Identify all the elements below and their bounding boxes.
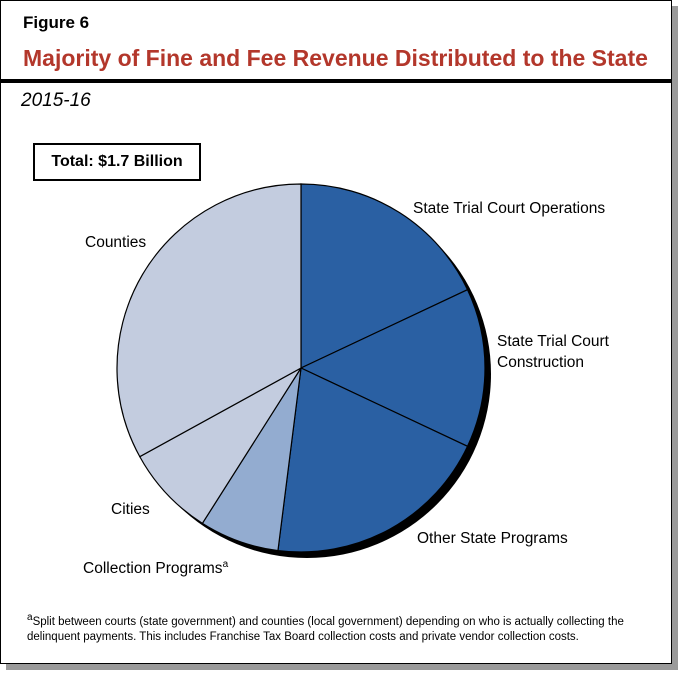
footnote-marker: a <box>27 612 33 623</box>
pie-slice <box>138 367 302 525</box>
slice-label: Other State Programs <box>417 528 617 549</box>
footnote: aSplit between courts (state government)… <box>27 610 667 645</box>
category-label: Collection Programs <box>83 560 223 578</box>
category-label: Cities <box>111 501 150 518</box>
category-label: State Trial Court Operations <box>413 200 606 217</box>
chart-title: Majority of Fine and Fee Revenue Distrib… <box>23 45 648 71</box>
figure-label: Figure 6 <box>23 13 90 32</box>
slice-label: State Trial Court Operations <box>413 198 673 219</box>
chart-subtitle: 2015-16 <box>21 90 91 111</box>
frame: Figure 6 Majority of Fine and Fee Revenu… <box>0 0 672 664</box>
slice-label: Cities <box>111 499 191 520</box>
pie-slice <box>116 183 302 458</box>
slice-label: State Trial Court Construction <box>497 331 622 373</box>
category-label: Counties <box>85 234 147 251</box>
footnote-marker: a <box>222 559 229 570</box>
category-label: State Trial Court Construction <box>497 333 609 371</box>
pie-chart <box>116 183 491 558</box>
footnote-text: Split between courts (state government) … <box>27 615 624 643</box>
total-box: Total: $1.7 Billion <box>33 143 201 181</box>
category-label: Other State Programs <box>417 530 568 547</box>
pie-slice <box>277 367 469 553</box>
title-rule <box>1 79 671 83</box>
pie-slice <box>299 288 486 448</box>
slice-label: Counties <box>85 232 185 253</box>
pie-slice <box>300 183 469 369</box>
slice-label: Collection Programsa <box>83 554 303 579</box>
